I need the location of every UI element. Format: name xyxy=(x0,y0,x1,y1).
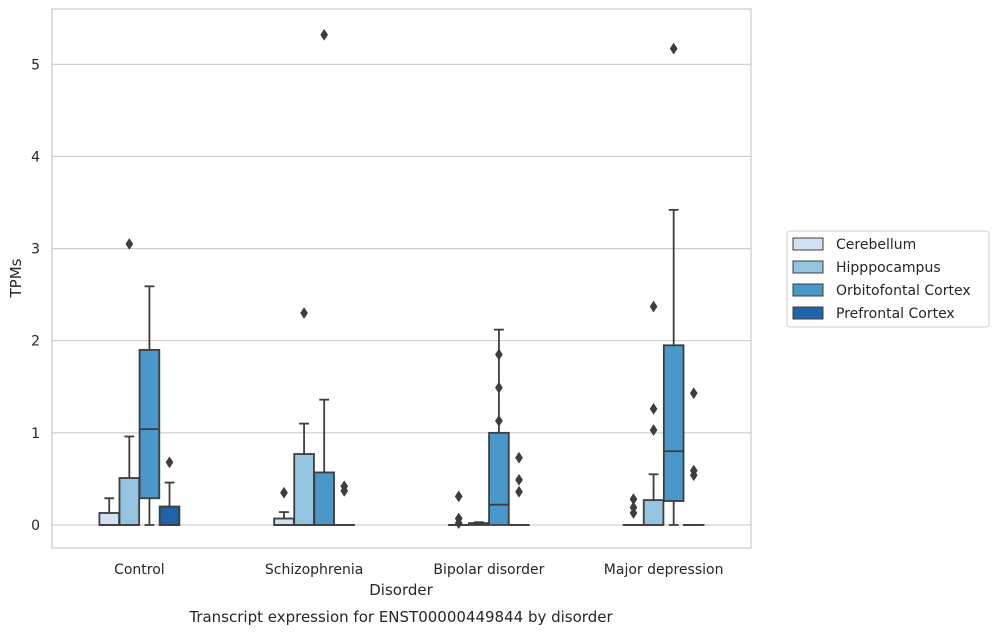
outlier-point xyxy=(495,348,503,361)
box-group xyxy=(662,42,685,526)
box-group xyxy=(118,237,141,526)
box xyxy=(118,477,141,526)
legend-swatch xyxy=(792,306,824,320)
outlier-point xyxy=(649,300,658,313)
box-group xyxy=(138,285,161,526)
box-group xyxy=(468,521,490,526)
legend-frame xyxy=(786,230,990,328)
y-tick-label: 4 xyxy=(31,149,40,165)
box-group xyxy=(642,300,665,526)
legend-label: Cerebellum xyxy=(836,237,916,253)
box-group xyxy=(447,490,470,530)
outlier-point xyxy=(649,424,658,437)
outlier-point xyxy=(495,414,503,427)
legend-swatch xyxy=(792,283,824,297)
box-group xyxy=(508,451,530,526)
outlier-point xyxy=(454,490,463,503)
x-tick-label: Major depression xyxy=(604,562,724,578)
x-tick-label: Schizophrenia xyxy=(265,562,363,578)
boxes-layer xyxy=(98,28,705,530)
outlier-point xyxy=(280,486,288,499)
box xyxy=(662,344,685,502)
outlier-point xyxy=(689,464,698,477)
y-tick-label: 5 xyxy=(31,57,40,73)
outlier-point xyxy=(629,501,638,514)
box xyxy=(488,431,510,526)
outlier-point xyxy=(515,485,523,498)
outlier-point xyxy=(125,237,134,250)
plot-frame xyxy=(51,8,752,549)
y-tick-label: 2 xyxy=(31,334,40,350)
y-tick-label: 0 xyxy=(31,518,40,534)
chart-caption: Transcript expression for ENST0000044984… xyxy=(188,608,613,626)
y-tick-label: 1 xyxy=(31,426,40,442)
box-group xyxy=(333,480,356,526)
y-axis-label: TPMs xyxy=(7,258,25,298)
box xyxy=(158,505,181,526)
outlier-point xyxy=(689,387,698,400)
outlier-point xyxy=(649,402,658,415)
x-tick-label: Control xyxy=(114,562,165,578)
outlier-point xyxy=(515,451,523,464)
box-group xyxy=(293,307,315,526)
y-tick-label: 3 xyxy=(31,242,40,258)
box-group xyxy=(683,387,705,526)
box-group xyxy=(313,28,335,526)
outlier-point xyxy=(320,28,329,41)
legend-swatch xyxy=(792,237,824,251)
outlier-point xyxy=(669,42,678,55)
outlier-point xyxy=(515,473,523,486)
legend: Cerebellum Hipppocampus Orbitofontal Corte… xyxy=(786,230,990,328)
outlier-point xyxy=(340,480,349,493)
outlier-point xyxy=(454,512,463,525)
outlier-point xyxy=(165,456,174,469)
outlier-point xyxy=(629,493,638,506)
box xyxy=(98,512,120,526)
box xyxy=(293,453,315,526)
x-tick-label: Bipolar disorder xyxy=(433,562,544,578)
box-group xyxy=(158,456,181,526)
box xyxy=(138,349,161,500)
outlier-point xyxy=(300,307,308,320)
y-tick-labels: 0 1 2 3 4 5 xyxy=(31,57,40,534)
legend-label: Orbitofontal Cortex xyxy=(836,283,971,299)
outlier-point xyxy=(495,381,503,394)
x-tick-labels: Control Schizophrenia Bipolar disorder Majo… xyxy=(114,562,723,578)
box-group xyxy=(622,493,645,526)
box xyxy=(642,499,665,526)
box xyxy=(273,517,295,526)
legend-label: Hipppocampus xyxy=(836,260,941,276)
legend-swatch xyxy=(792,260,824,274)
box-group xyxy=(488,328,510,526)
box xyxy=(313,471,335,526)
legend-label: Prefrontal Cortex xyxy=(836,306,955,322)
x-axis-label: Disorder xyxy=(369,581,433,599)
